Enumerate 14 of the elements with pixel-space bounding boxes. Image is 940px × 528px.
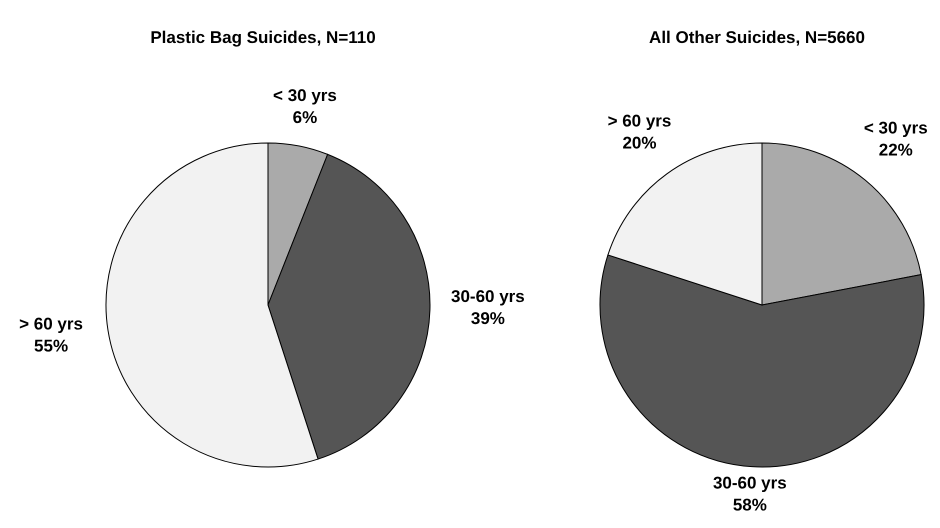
slice-label: < 30 yrs — [864, 118, 928, 138]
data-label: 6% — [292, 108, 318, 128]
data-label: 55% — [34, 336, 68, 356]
slice-label: > 60 yrs — [19, 314, 83, 334]
data-label: 20% — [622, 133, 656, 152]
slice-label: > 60 yrs — [608, 111, 672, 130]
chart-title: All Other Suicides, N=5660 — [648, 28, 866, 48]
slice-label: 30-60 yrs — [712, 473, 787, 492]
data-label: 22% — [878, 140, 913, 160]
data-label: 39% — [470, 308, 505, 328]
chart-title: Plastic Bag Suicides, N=110 — [149, 28, 377, 48]
slice-label: < 30 yrs — [273, 86, 337, 106]
data-label: 58% — [732, 495, 767, 514]
slice-label: 30-60 yrs — [451, 286, 525, 306]
